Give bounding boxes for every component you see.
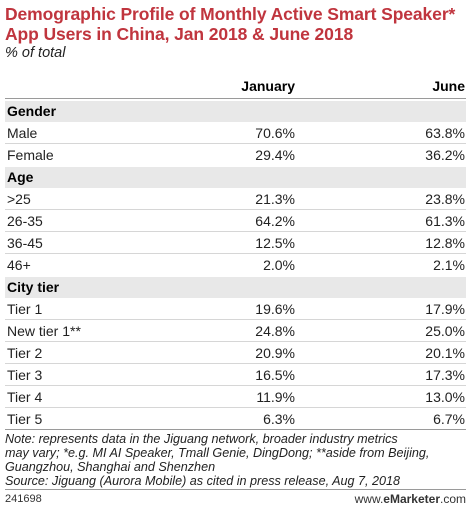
table-row: 36-45 12.5% 12.8% bbox=[5, 232, 466, 254]
row-label: 26-35 bbox=[7, 212, 43, 229]
note-line-2: may vary; *e.g. MI AI Speaker, Tmall Gen… bbox=[5, 446, 430, 460]
cell-january: 2.0% bbox=[263, 256, 295, 273]
cell-january: 16.5% bbox=[255, 366, 295, 383]
cell-january: 64.2% bbox=[255, 212, 295, 229]
table-row: Tier 3 16.5% 17.3% bbox=[5, 364, 466, 386]
chart-notes: Note: represents data in the Jiguang net… bbox=[5, 429, 466, 488]
chart-id: 241698 bbox=[5, 493, 42, 505]
cell-june: 36.2% bbox=[425, 146, 465, 163]
cell-june: 17.9% bbox=[425, 300, 465, 317]
row-label: 36-45 bbox=[7, 234, 43, 251]
chart-subtitle: % of total bbox=[5, 45, 66, 61]
cell-january: 29.4% bbox=[255, 146, 295, 163]
row-label: Tier 5 bbox=[7, 410, 43, 427]
table-row: >25 21.3% 23.8% bbox=[5, 188, 466, 210]
note-line-1: Note: represents data in the Jiguang net… bbox=[5, 432, 398, 446]
source-line: Source: Jiguang (Aurora Mobile) as cited… bbox=[5, 474, 401, 488]
table-row: Tier 5 6.3% 6.7% bbox=[5, 408, 466, 429]
row-label: Tier 2 bbox=[7, 344, 43, 361]
section-age: Age bbox=[5, 167, 466, 188]
row-label: Tier 1 bbox=[7, 300, 43, 317]
table-row: Female 29.4% 36.2% bbox=[5, 144, 466, 165]
row-label: Male bbox=[7, 124, 38, 141]
table-row: 26-35 64.2% 61.3% bbox=[5, 210, 466, 232]
cell-june: 12.8% bbox=[425, 234, 465, 251]
row-label: 46+ bbox=[7, 256, 31, 273]
data-table: January June Gender Male 70.6% 63.8% Fem… bbox=[5, 74, 466, 429]
brand-suffix: .com bbox=[439, 492, 466, 506]
row-label: Female bbox=[7, 146, 54, 163]
cell-june: 25.0% bbox=[425, 322, 465, 339]
table-row: 46+ 2.0% 2.1% bbox=[5, 254, 466, 275]
row-label: New tier 1** bbox=[7, 322, 81, 339]
brand-logo: www.eMarketer.com bbox=[355, 492, 466, 506]
cell-june: 23.8% bbox=[425, 190, 465, 207]
table-header: January June bbox=[5, 74, 466, 99]
row-label: >25 bbox=[7, 190, 31, 207]
cell-june: 13.0% bbox=[425, 388, 465, 405]
chart-footer: 241698 www.eMarketer.com bbox=[5, 489, 466, 508]
cell-january: 20.9% bbox=[255, 344, 295, 361]
chart-title: Demographic Profile of Monthly Active Sm… bbox=[5, 4, 456, 44]
cell-june: 61.3% bbox=[425, 212, 465, 229]
header-january: January bbox=[241, 78, 295, 94]
cell-june: 2.1% bbox=[433, 256, 465, 273]
cell-january: 6.3% bbox=[263, 410, 295, 427]
cell-january: 19.6% bbox=[255, 300, 295, 317]
section-city-tier: City tier bbox=[5, 277, 466, 298]
brand-prefix: www. bbox=[354, 492, 384, 506]
cell-january: 12.5% bbox=[255, 234, 295, 251]
row-label: Tier 3 bbox=[7, 366, 43, 383]
header-june: June bbox=[432, 78, 465, 94]
brand-name: eMarketer bbox=[383, 492, 440, 506]
cell-january: 21.3% bbox=[255, 190, 295, 207]
cell-january: 24.8% bbox=[255, 322, 295, 339]
table-row: Tier 1 19.6% 17.9% bbox=[5, 298, 466, 320]
table-row: Male 70.6% 63.8% bbox=[5, 122, 466, 144]
cell-january: 11.9% bbox=[256, 388, 295, 405]
cell-june: 63.8% bbox=[425, 124, 465, 141]
table-row: New tier 1** 24.8% 25.0% bbox=[5, 320, 466, 342]
cell-january: 70.6% bbox=[255, 124, 295, 141]
note-line-3: Guangzhou, Shanghai and Shenzhen bbox=[5, 460, 216, 474]
table-row: Tier 4 11.9% 13.0% bbox=[5, 386, 466, 408]
cell-june: 6.7% bbox=[433, 410, 465, 427]
table-row: Tier 2 20.9% 20.1% bbox=[5, 342, 466, 364]
cell-june: 17.3% bbox=[425, 366, 465, 383]
row-label: Tier 4 bbox=[7, 388, 43, 405]
section-gender: Gender bbox=[5, 101, 466, 122]
cell-june: 20.1% bbox=[425, 344, 465, 361]
